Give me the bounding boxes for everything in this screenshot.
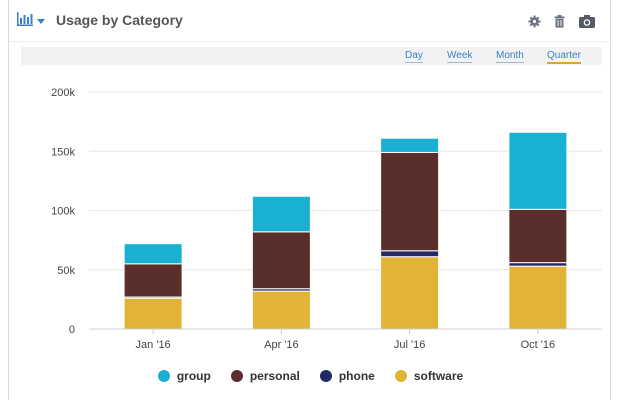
legend-swatch-software [394,370,407,382]
bar-segment-group[interactable] [380,137,440,153]
tab-day[interactable]: Day [405,50,423,63]
y-tick-label: 150k [51,146,75,158]
y-tick-label: 50k [57,265,75,277]
x-tick-label: Jan '16 [136,339,171,351]
time-range-selector: Day Week Month Quarter [21,47,602,65]
bar-segment-phone[interactable] [380,250,440,258]
camera-icon[interactable] [579,13,595,29]
legend-item-personal[interactable]: personal [230,369,300,383]
tab-quarter[interactable]: Quarter [547,50,581,64]
chart-type-toggle[interactable] [17,11,51,31]
bar-segment-personal[interactable] [508,208,568,264]
bar-segment-group[interactable] [508,131,568,210]
usage-widget: Usage by Category [8,0,612,400]
bar-segment-software[interactable] [508,265,568,330]
bar-segment-personal[interactable] [251,231,311,290]
tab-week[interactable]: Week [447,50,473,63]
bar-chart-icon [17,11,33,31]
legend-label: group [176,369,211,383]
y-tick-label: 0 [69,324,75,336]
widget-title: Usage by Category [56,12,183,28]
bar-segment-personal[interactable] [123,263,183,298]
legend-label: software [413,369,464,383]
y-tick-label: 200k [51,87,75,99]
legend-swatch-personal [230,370,243,382]
legend-item-group[interactable]: group [157,369,211,383]
tab-month[interactable]: Month [496,50,524,63]
gear-icon[interactable] [528,13,541,29]
legend-swatch-phone [319,370,332,382]
x-tick-label: Oct '16 [521,339,556,351]
stacked-bar-chart: 0 50k 100k 150k 200k Jan '16 Apr '16 Jul '16 Oct… [51,87,602,351]
bar-segment-group[interactable] [251,195,311,233]
legend-item-software[interactable]: software [394,369,464,383]
legend-item-phone[interactable]: phone [319,369,375,383]
legend-label: phone [338,369,375,383]
x-tick-label: Apr '16 [264,339,299,351]
widget-header: Usage by Category [9,0,612,42]
bar-segment-phone[interactable] [508,262,568,267]
x-tick-label: Jul '16 [394,339,425,351]
chevron-down-icon [37,18,45,24]
legend-label: personal [249,369,300,383]
trash-icon[interactable] [554,13,565,29]
bar-segment-software[interactable] [123,297,183,330]
bar-segment-group[interactable] [123,243,183,265]
bar-segment-software[interactable] [380,256,440,330]
bar-segment-personal[interactable] [380,151,440,252]
bar-segment-software[interactable] [251,290,311,330]
chart-legend: group personal phone software [9,366,612,386]
legend-swatch-group [157,370,170,382]
y-tick-label: 100k [51,206,75,218]
